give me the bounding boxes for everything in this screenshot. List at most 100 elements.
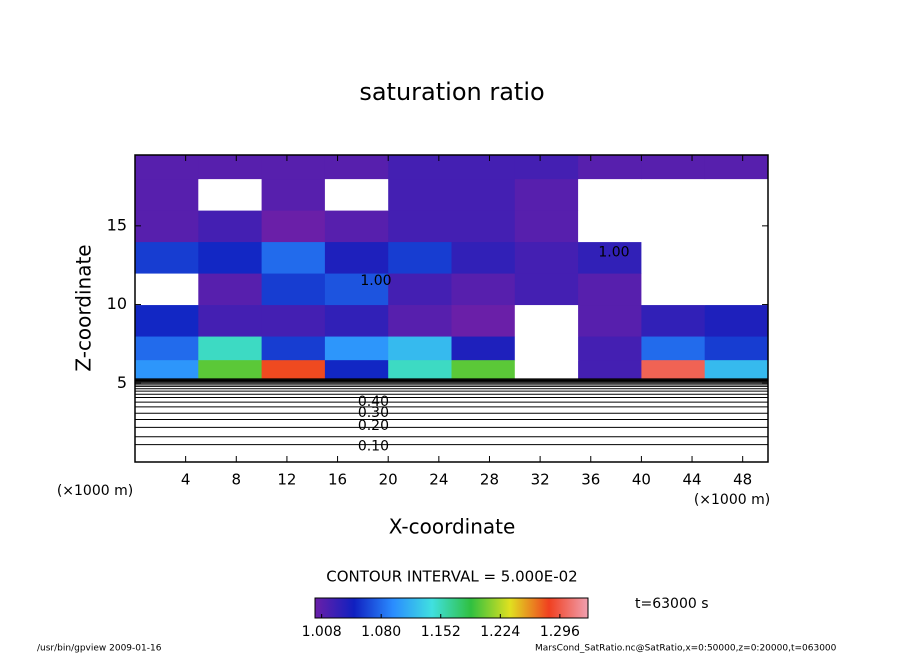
cell xyxy=(135,359,199,380)
footer-left: /usr/bin/gpview 2009-01-16 xyxy=(37,644,162,654)
cell xyxy=(578,210,642,243)
cell xyxy=(135,430,199,463)
colorbar-tick-label: 1.080 xyxy=(361,624,401,640)
cell xyxy=(198,155,263,180)
cell xyxy=(514,359,579,380)
cell xyxy=(704,399,769,432)
cell xyxy=(578,430,642,463)
cell xyxy=(641,430,706,463)
cell xyxy=(704,210,769,243)
contour-label: 1.00 xyxy=(598,245,629,261)
cell xyxy=(198,178,263,211)
cell xyxy=(324,273,389,306)
cell xyxy=(324,210,389,243)
cell xyxy=(388,241,452,274)
x-tick-label: 40 xyxy=(632,471,651,489)
cell xyxy=(135,241,199,274)
cell xyxy=(451,430,516,463)
cell xyxy=(198,273,263,306)
cell xyxy=(388,336,452,361)
cell xyxy=(261,359,326,380)
contour-label: 0.20 xyxy=(358,418,389,434)
cell xyxy=(704,178,769,211)
cell xyxy=(578,359,642,380)
x-tick-label: 48 xyxy=(733,471,752,489)
cell xyxy=(324,155,389,180)
cell xyxy=(388,178,452,211)
contour-label: 0.40 xyxy=(358,394,389,410)
x-unit-right: (×1000 m) xyxy=(694,492,770,508)
cell xyxy=(388,273,452,306)
x-tick-label: 32 xyxy=(531,471,550,489)
cell xyxy=(324,304,389,337)
footer-right: MarsCond_SatRatio.nc@SatRatio,x=0:50000,… xyxy=(535,644,837,654)
cell xyxy=(261,304,326,337)
colorbar-tick-label: 1.008 xyxy=(302,624,342,640)
cell xyxy=(135,336,199,361)
contour-label: 1.00 xyxy=(360,273,391,289)
x-tick-label: 28 xyxy=(480,471,499,489)
x-tick-label: 12 xyxy=(277,471,296,489)
cell xyxy=(451,155,516,180)
cell xyxy=(324,336,389,361)
x-axis-label: X-coordinate xyxy=(389,515,516,539)
cell xyxy=(514,430,579,463)
cell xyxy=(451,241,516,274)
x-tick-label: 24 xyxy=(429,471,448,489)
cell xyxy=(388,399,452,432)
cell xyxy=(198,304,263,337)
cell xyxy=(451,304,516,337)
cell xyxy=(514,241,579,274)
cell xyxy=(135,210,199,243)
cell xyxy=(451,178,516,211)
x-tick-label: 20 xyxy=(379,471,398,489)
cell xyxy=(324,430,389,463)
cell xyxy=(451,273,516,306)
y-axis-label: Z-coordinate xyxy=(72,244,96,371)
chart-title: saturation ratio xyxy=(359,78,544,106)
y-tick-label: 10 xyxy=(107,294,127,313)
cell xyxy=(704,155,769,180)
cell xyxy=(261,241,326,274)
cell xyxy=(261,430,326,463)
cell xyxy=(451,359,516,380)
x-unit-left: (×1000 m) xyxy=(57,483,133,499)
cell xyxy=(514,273,579,306)
cell xyxy=(388,210,452,243)
contour-label: 0.10 xyxy=(358,438,389,454)
plot-frame xyxy=(134,154,769,463)
cell xyxy=(514,210,579,243)
cell xyxy=(261,155,326,180)
cell xyxy=(578,178,642,211)
cell xyxy=(641,178,706,211)
x-tick-label: 16 xyxy=(328,471,347,489)
cell xyxy=(135,399,199,432)
cell xyxy=(578,304,642,337)
contour-interval: CONTOUR INTERVAL = 5.000E-02 xyxy=(326,568,577,586)
cell xyxy=(135,273,199,306)
cell xyxy=(514,399,579,432)
x-tick-label: 4 xyxy=(181,471,191,489)
cell xyxy=(261,178,326,211)
colorbar xyxy=(314,597,589,619)
cell xyxy=(198,359,263,380)
cell xyxy=(388,155,452,180)
cell xyxy=(704,304,769,337)
cell xyxy=(261,273,326,306)
cell xyxy=(641,359,706,380)
cell xyxy=(514,155,579,180)
cell xyxy=(388,430,452,463)
cell xyxy=(451,210,516,243)
cell xyxy=(324,399,389,432)
cell xyxy=(324,241,389,274)
cell xyxy=(135,155,199,180)
cell xyxy=(388,359,452,380)
cell xyxy=(198,399,263,432)
x-tick-label: 44 xyxy=(682,471,701,489)
cell xyxy=(578,241,642,274)
cell xyxy=(388,304,452,337)
cell xyxy=(198,210,263,243)
cell xyxy=(578,336,642,361)
cell xyxy=(324,359,389,380)
